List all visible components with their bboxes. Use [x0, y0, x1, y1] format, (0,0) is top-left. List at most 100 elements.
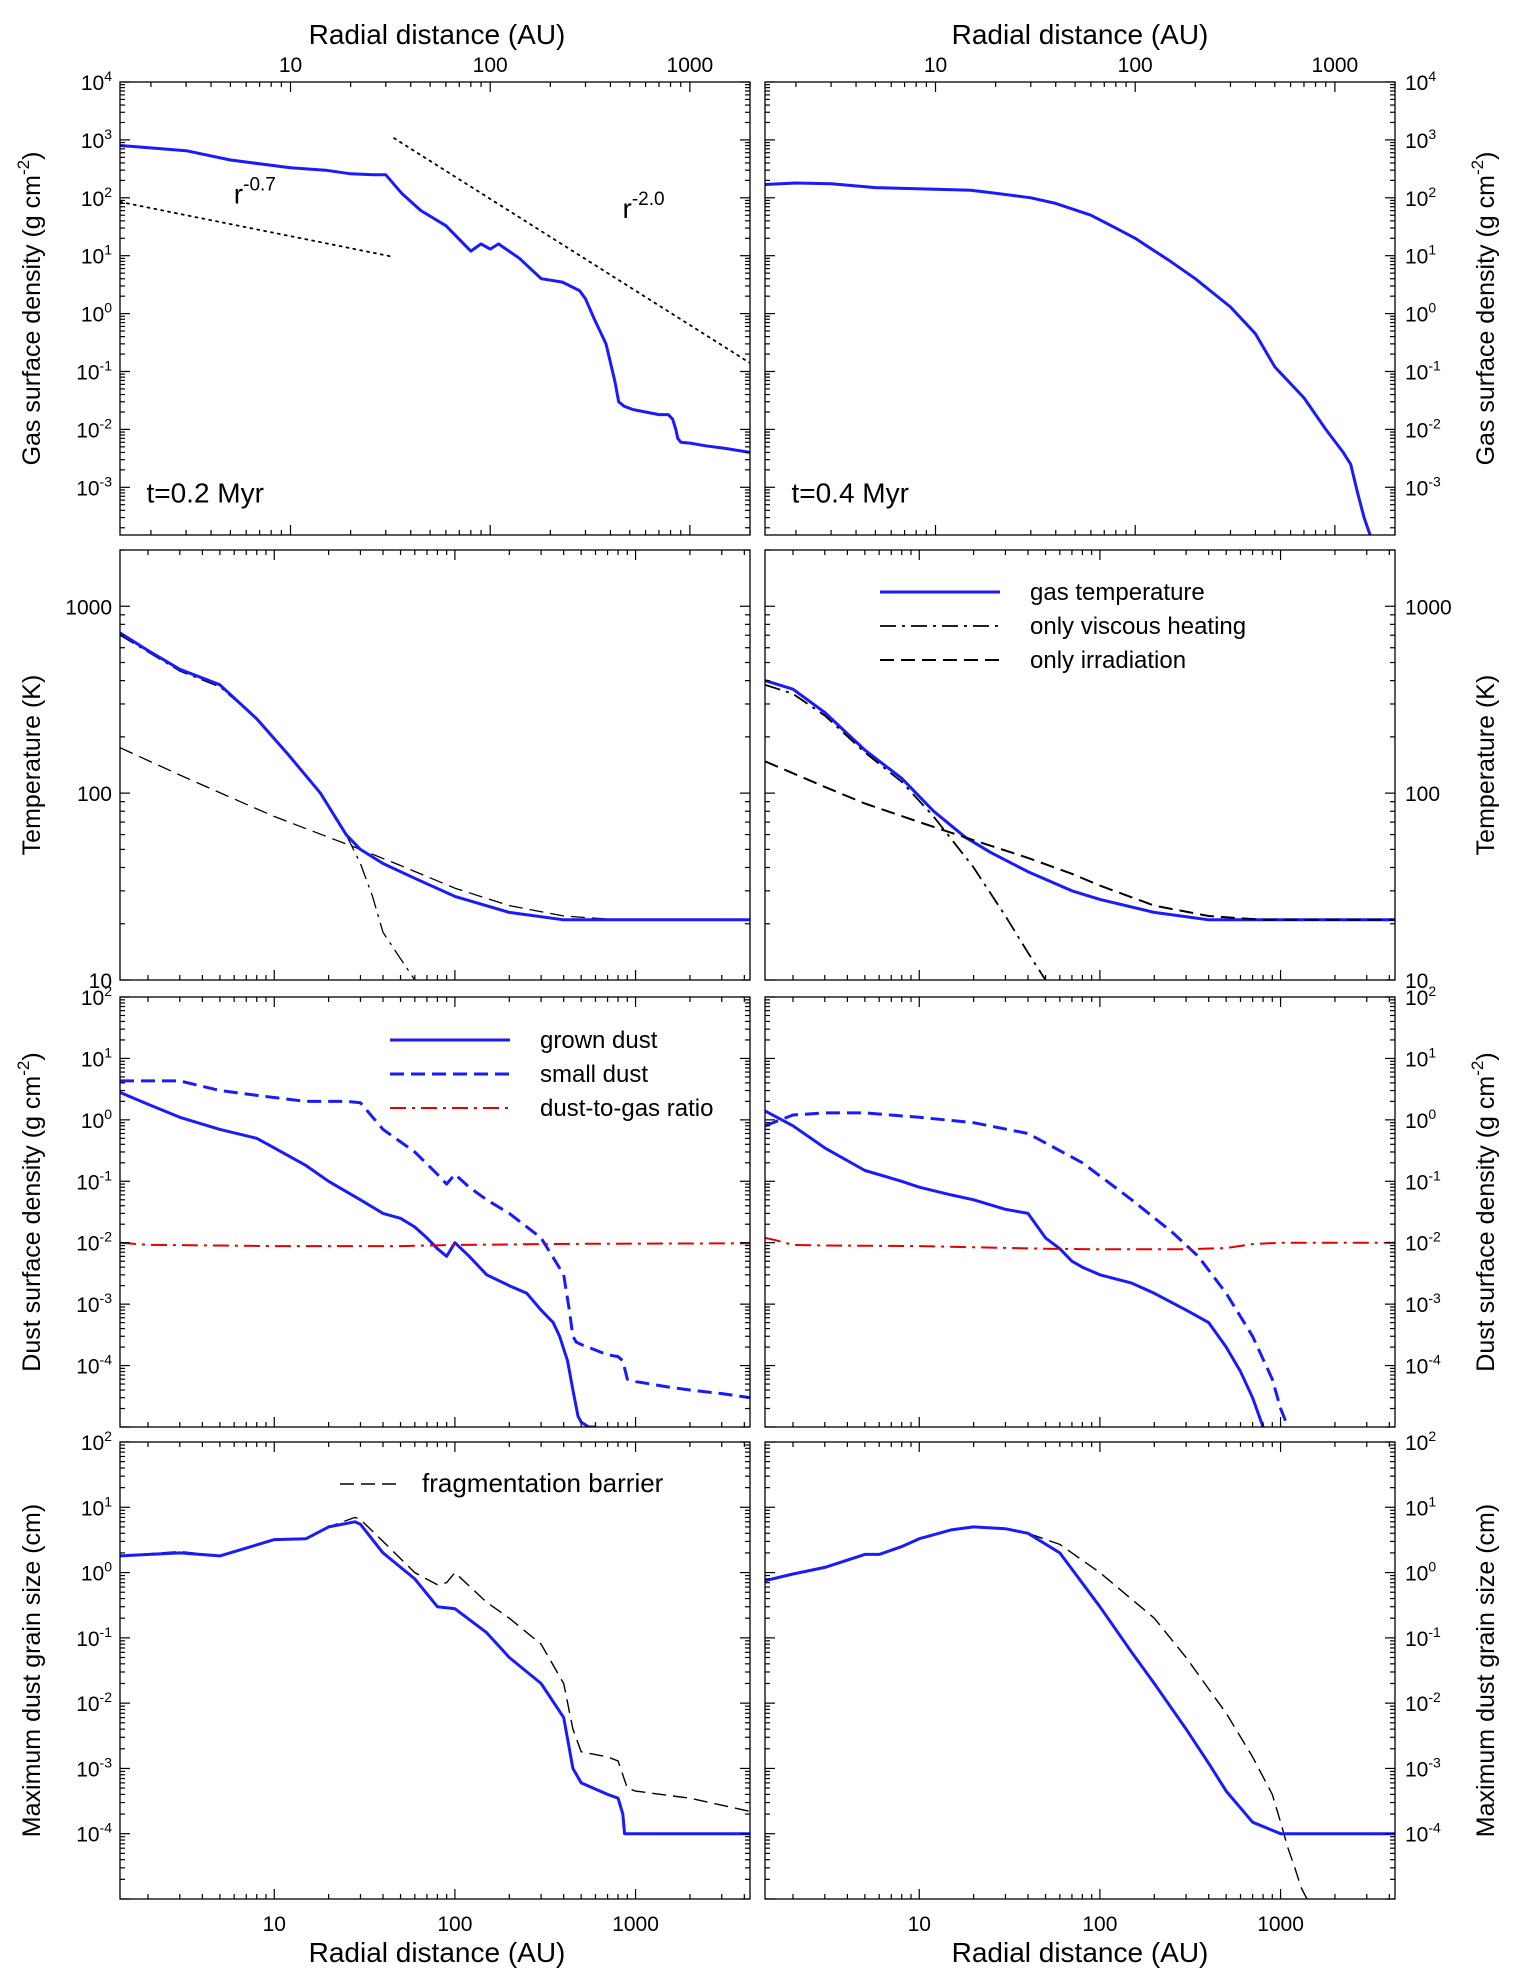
series-only-viscous-heating	[120, 634, 416, 980]
y-tick-label: 10-4	[76, 1820, 112, 1847]
bottom-axis-label-right: Radial distance (AU)	[952, 1937, 1209, 1968]
legend-label: fragmentation barrier	[422, 1468, 664, 1498]
panel-frame	[764, 996, 1396, 1428]
legend-label: only viscous heating	[1030, 613, 1246, 640]
legend-label: dust-to-gas ratio	[540, 1095, 713, 1122]
series-dust-to-gas-ratio	[120, 1241, 750, 1248]
x-tick-label: 100	[437, 1913, 472, 1936]
y-tick-label: 100	[1405, 1106, 1436, 1133]
bottom-axis-label-left: Radial distance (AU)	[309, 1937, 566, 1968]
y-axis-title: Dust surface density (g cm-2)	[14, 1052, 46, 1371]
y-tick-label: 100	[77, 783, 112, 806]
y-axis-title: Maximum dust grain size (cm)	[18, 1504, 46, 1837]
series-gas-temperature	[120, 631, 750, 922]
y-axis-title: Temperature (K)	[18, 675, 46, 856]
y-axis-title: Dust surface density (g cm-2)	[1468, 1052, 1500, 1371]
panel-frame	[119, 549, 751, 981]
series-maximum-grain-size	[765, 1525, 1395, 1836]
series-only-viscous-heating	[765, 683, 1047, 980]
x-tick-label: 1000	[667, 54, 714, 77]
series-only-irradiation	[765, 760, 1395, 921]
y-tick-label: 10-1	[1405, 357, 1441, 384]
y-tick-label: 1000	[1405, 596, 1452, 619]
panel-frame	[119, 996, 751, 1428]
annotation: t=0.2 Myr	[146, 477, 263, 508]
top-axis-label-left: Radial distance (AU)	[309, 19, 566, 50]
series-fragmentation-barrier	[120, 1516, 750, 1813]
panel-temp-right: 10 100 1000 Temperature (K) gas temperature o…	[764, 549, 1500, 993]
y-tick-label: 10-1	[76, 357, 112, 384]
y-tick-label: 100	[1405, 300, 1436, 327]
y-tick-label: 10-1	[76, 1167, 112, 1194]
y-tick-label: 102	[1405, 983, 1436, 1010]
x-tick-label: 10	[924, 54, 947, 77]
y-tick-label: 10-1	[76, 1624, 112, 1651]
legend: gas temperature only viscous heating only …	[880, 579, 1246, 674]
x-tick-label: 100	[1082, 1913, 1117, 1936]
panel-frame	[764, 1441, 1396, 1900]
y-tick-label: 10-3	[1405, 473, 1441, 500]
series-small-dust	[120, 1079, 750, 1400]
y-tick-label: 104	[81, 68, 112, 95]
panel-frame	[764, 81, 1396, 536]
series-group	[765, 679, 1395, 980]
top-axis-label-right: Radial distance (AU)	[952, 19, 1209, 50]
annotation: r-2.0	[623, 189, 665, 224]
y-axis-title: Gas surface density (g cm-2)	[14, 152, 46, 466]
x-tick-label: 100	[1118, 54, 1153, 77]
y-tick-label: 104	[1405, 68, 1436, 95]
y-tick-label: 101	[81, 1493, 112, 1520]
panel-frame	[119, 1441, 751, 1900]
y-tick-label: 101	[1405, 1044, 1436, 1071]
y-tick-label: 102	[1405, 184, 1436, 211]
series-group	[765, 1525, 1395, 1899]
series-group	[120, 1079, 750, 1427]
panel-gas-left: 10 100 1000 10-3 10-2 10-1 100 101 102 103 104 Gas …	[14, 54, 751, 536]
annotation: r-0.7	[234, 174, 276, 209]
y-tick-label: 10-2	[1405, 1229, 1441, 1256]
y-tick-label: 102	[81, 184, 112, 211]
y-tick-label: 102	[81, 983, 112, 1010]
panel-dust-right: 10-4 10-3 10-2 10-1 100 101 102 Dust surface de…	[764, 983, 1500, 1428]
y-tick-label: 100	[81, 1106, 112, 1133]
series-fragmentation-barrier	[765, 1526, 1308, 1899]
x-tick-label: 10	[263, 1913, 286, 1936]
legend: fragmentation barrier	[340, 1468, 664, 1498]
series-group	[765, 181, 1372, 535]
y-tick-label: 10-3	[1405, 1290, 1441, 1317]
y-tick-label: 10-3	[76, 1290, 112, 1317]
y-tick-label: 100	[81, 300, 112, 327]
y-axis-title: Temperature (K)	[1472, 675, 1500, 856]
y-tick-label: 10-2	[76, 415, 112, 442]
y-tick-label: 10-1	[1405, 1624, 1441, 1651]
panel-size-left: 10 100 1000 10-4 10-3 10-2 10-1 100 101 102 Maximu…	[18, 1428, 751, 1936]
panel-temp-left: 10 100 1000 Temperature (K)	[18, 549, 751, 993]
y-tick-label: 101	[81, 242, 112, 269]
y-tick-label: 101	[1405, 242, 1436, 269]
y-tick-label: 10-2	[76, 1229, 112, 1256]
series-group	[765, 1109, 1395, 1427]
series-group	[120, 1516, 750, 1836]
series-grown-dust	[120, 1091, 596, 1427]
series-grown-dust	[765, 1109, 1265, 1427]
series-small-dust	[765, 1111, 1290, 1427]
x-tick-label: 10	[908, 1913, 931, 1936]
y-tick-label: 10	[1405, 970, 1428, 993]
x-tick-label: 100	[473, 54, 508, 77]
y-tick-label: 10-3	[1405, 1754, 1441, 1781]
panel-frame	[119, 81, 751, 536]
panel-gas-right: 10 100 1000 10-3 10-2 10-1 100 101 102 103 104 Gas …	[764, 54, 1500, 536]
y-tick-label: 10-3	[76, 473, 112, 500]
y-axis-title: Gas surface density (g cm-2)	[1468, 152, 1500, 466]
panel-size-right: 10 100 1000 10-4 10-3 10-2 10-1 100 101 102 Maximu…	[764, 1428, 1500, 1936]
y-tick-label: 103	[1405, 126, 1436, 153]
y-tick-label: 100	[1405, 1559, 1436, 1586]
x-tick-label: 10	[279, 54, 302, 77]
y-tick-label: 10-4	[1405, 1820, 1441, 1847]
series-group	[120, 631, 750, 980]
y-tick-label: 10-4	[76, 1352, 112, 1379]
y-tick-label: 1000	[65, 596, 112, 619]
x-tick-label: 1000	[1312, 54, 1359, 77]
series-group	[120, 137, 750, 454]
